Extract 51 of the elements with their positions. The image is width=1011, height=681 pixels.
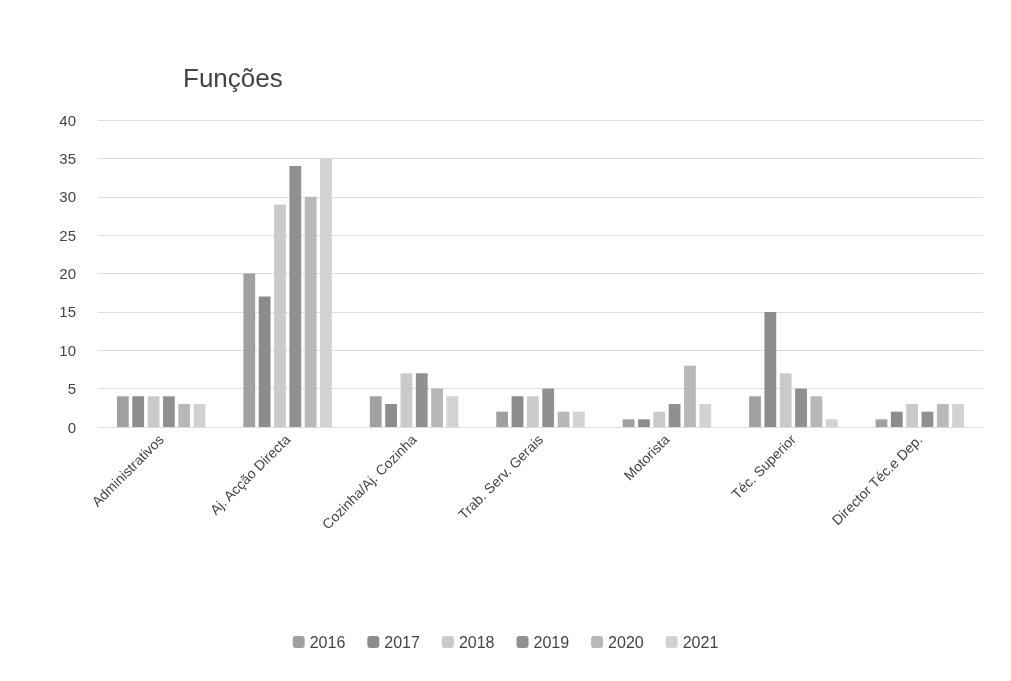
bar	[385, 403, 397, 427]
bar	[936, 403, 949, 427]
y-tick-label: 5	[67, 380, 76, 398]
chart-title: Funções	[183, 63, 283, 93]
bar	[906, 403, 919, 427]
bar	[668, 403, 681, 427]
legend-label: 2017	[384, 633, 421, 651]
bar	[289, 166, 302, 427]
y-tick-label: 10	[59, 341, 76, 359]
y-tick-label: 25	[59, 226, 76, 244]
bar	[526, 396, 539, 427]
y-tick-label: 40	[59, 111, 76, 129]
y-tick-label: 0	[67, 418, 76, 436]
y-tick-label: 20	[59, 265, 76, 282]
bar	[810, 396, 823, 427]
bar	[890, 411, 903, 427]
bar	[274, 204, 286, 427]
bar	[875, 419, 888, 427]
y-tick-label: 35	[59, 149, 76, 167]
bar	[764, 311, 777, 427]
legend-label: 2019	[533, 633, 570, 651]
bar	[162, 396, 175, 427]
bar	[622, 419, 635, 427]
bar	[511, 396, 524, 427]
y-tick-label: 15	[59, 303, 76, 321]
legend-label: 2016	[309, 633, 346, 651]
bar	[116, 396, 129, 427]
bar	[369, 396, 382, 427]
bar	[542, 388, 555, 427]
bar	[304, 196, 317, 427]
bar	[496, 411, 509, 427]
bar	[557, 411, 570, 427]
bar	[243, 273, 256, 427]
bar	[653, 411, 666, 427]
bar	[258, 296, 271, 427]
bar	[684, 365, 696, 427]
bar	[178, 403, 191, 427]
bar	[749, 396, 761, 427]
bar	[400, 373, 413, 427]
bar	[638, 419, 650, 427]
bar	[147, 396, 160, 427]
y-tick-label: 30	[59, 188, 76, 206]
bar	[921, 411, 934, 427]
bar	[795, 388, 807, 427]
legend-label: 2021	[682, 633, 719, 651]
legend-label: 2020	[608, 633, 644, 651]
legend-label: 2018	[458, 633, 495, 651]
bar	[415, 373, 428, 427]
bar	[431, 388, 443, 427]
bar	[132, 396, 145, 427]
bar	[779, 373, 792, 427]
